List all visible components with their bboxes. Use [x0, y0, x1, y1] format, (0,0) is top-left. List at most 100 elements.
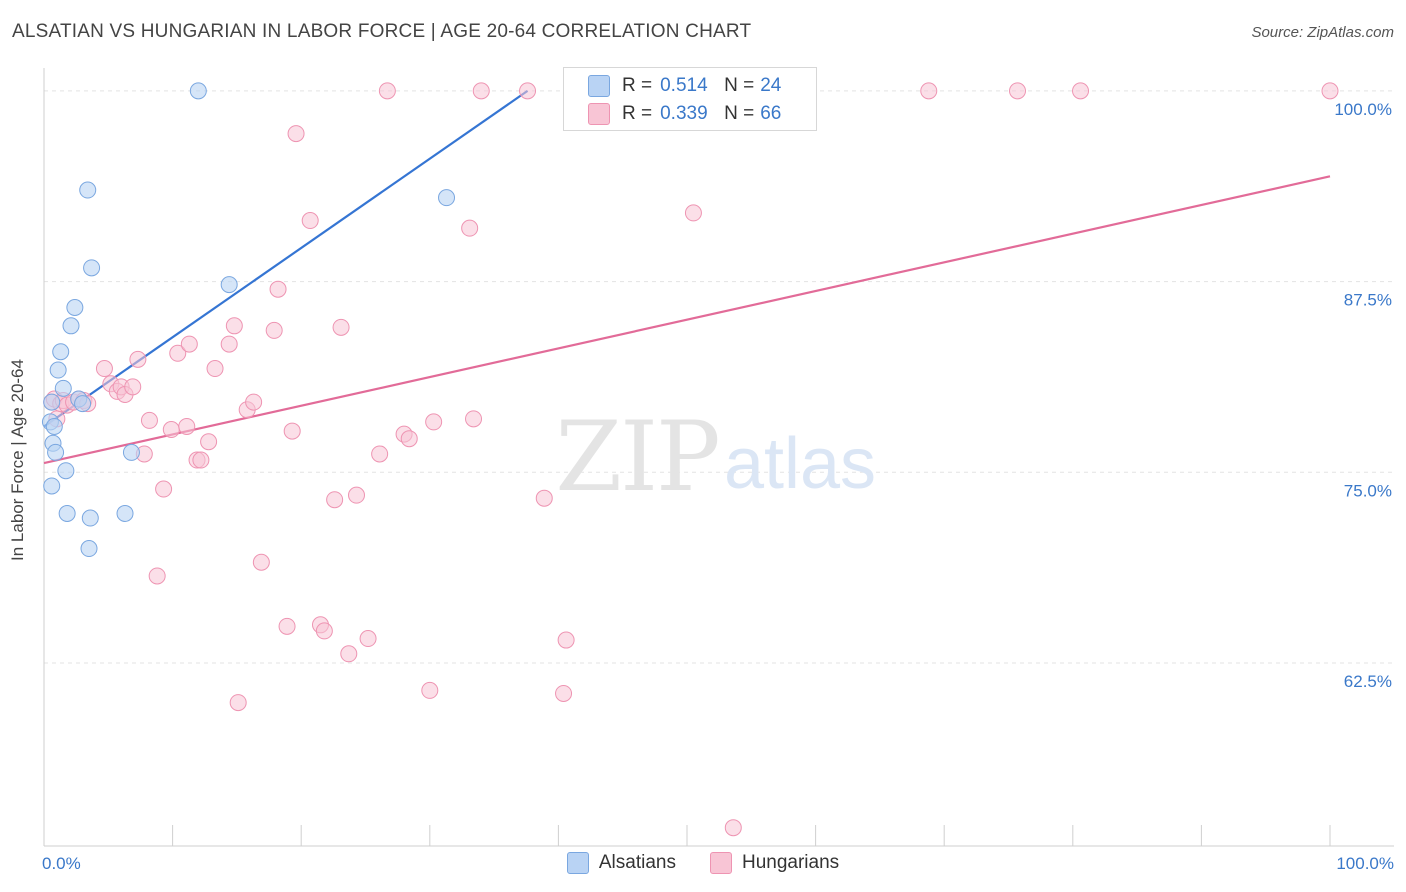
r-value: 0.339 — [660, 103, 708, 124]
hungarian-point — [1009, 82, 1027, 100]
tick-labels: 62.5% 75.0% 87.5% 100.0% 0.0% 100.0% — [42, 100, 1394, 873]
alsatian-point — [80, 540, 98, 558]
hungarian-point — [162, 421, 180, 439]
hungarian-point — [220, 335, 238, 353]
alsatian-point — [81, 509, 99, 527]
hungarian-point — [340, 645, 358, 663]
x-tick-label-min: 0.0% — [42, 854, 81, 873]
hungarian-point — [278, 617, 296, 635]
hungarian-point — [359, 630, 377, 648]
y-tick-label: 75.0% — [1344, 481, 1392, 500]
axes — [43, 68, 1394, 847]
hungarian-points — [43, 82, 1339, 837]
hungarian-point — [265, 321, 283, 339]
hungarian-point — [461, 219, 479, 237]
watermark: ZIP atlas — [555, 401, 876, 513]
hungarian-point — [347, 486, 365, 504]
hungarian-point — [519, 82, 537, 100]
r-label: R = — [622, 103, 653, 124]
trend-lines — [43, 89, 1331, 465]
alsatian-point — [62, 317, 80, 335]
alsatian-point — [66, 299, 84, 317]
alsatian-swatch — [588, 75, 610, 97]
hungarian-point — [472, 82, 490, 100]
chart-title: ALSATIAN VS HUNGARIAN IN LABOR FORCE | A… — [12, 21, 752, 42]
alsatian-point — [47, 443, 65, 461]
alsatian-point — [116, 504, 134, 522]
hungarian-trend-line — [43, 175, 1331, 465]
source-label: Source: ZipAtlas.com — [1251, 24, 1394, 41]
hungarian-point — [148, 567, 166, 585]
alsatian-point — [54, 379, 72, 397]
watermark-zip: ZIP — [555, 401, 718, 513]
alsatian-point — [438, 189, 456, 207]
hungarian-point — [200, 433, 218, 451]
hungarian-point — [425, 413, 443, 431]
n-value: 66 — [760, 103, 782, 124]
hungarian-point — [140, 411, 158, 429]
y-tick-label: 87.5% — [1344, 291, 1392, 310]
alsatian-point — [74, 395, 92, 413]
alsatian-point — [52, 343, 70, 361]
r-label: R = — [622, 75, 653, 96]
hungarian-point — [371, 445, 389, 463]
hungarian-point — [465, 410, 483, 428]
hungarian-point — [229, 694, 247, 712]
correlation-legend: R = 0.514 N = 24 R = 0.339 N = 66 — [563, 67, 817, 131]
hungarian-point — [920, 82, 938, 100]
hungarian-point — [192, 451, 210, 469]
hungarian-point — [1072, 82, 1090, 100]
legend-item-hungarians: Hungarians — [709, 852, 840, 874]
hungarian-point — [129, 350, 147, 368]
alsatian-trend-line — [43, 89, 529, 428]
legend-item-alsatians: Alsatians — [566, 852, 676, 874]
hungarian-point — [269, 280, 287, 298]
hungarian-point — [557, 631, 575, 649]
hungarian-legend-swatch — [709, 852, 732, 874]
hungarian-point — [178, 417, 196, 435]
alsatian-legend-swatch — [566, 852, 589, 874]
series-legend: Alsatians Hungarians — [0, 852, 1406, 874]
y-tick-label: 62.5% — [1344, 672, 1392, 691]
alsatian-point — [43, 477, 61, 495]
alsatian-point — [43, 393, 61, 411]
alsatian-point — [58, 504, 76, 522]
n-label: N = — [724, 103, 755, 124]
hungarian-point — [252, 553, 270, 571]
hungarian-point — [301, 212, 319, 230]
n-label: N = — [724, 75, 755, 96]
alsatian-point — [122, 443, 140, 461]
hungarian-point — [206, 360, 224, 378]
alsatian-point — [57, 462, 75, 480]
hungarian-point — [180, 335, 198, 353]
alsatian-point — [83, 259, 101, 277]
hungarian-point — [378, 82, 396, 100]
correlation-row-alsatians: R = 0.514 N = 24 — [564, 72, 781, 100]
alsatian-point — [189, 82, 207, 100]
hungarian-point — [283, 422, 301, 440]
hungarian-point — [225, 317, 243, 335]
alsatian-point — [220, 276, 238, 294]
r-value: 0.514 — [660, 75, 708, 96]
hungarian-point — [287, 125, 305, 143]
n-value: 24 — [760, 75, 782, 96]
hungarian-point — [155, 480, 173, 498]
x-tick-label-max: 100.0% — [1336, 854, 1394, 873]
hungarian-point — [332, 318, 350, 336]
hungarian-point — [421, 681, 439, 699]
hungarian-point — [1321, 82, 1339, 100]
hungarian-point — [724, 819, 742, 837]
hungarian-point — [400, 430, 418, 448]
alsatian-point — [79, 181, 97, 199]
y-tick-label: 100.0% — [1334, 100, 1392, 119]
hungarian-point — [245, 393, 263, 411]
legend-label-alsatians: Alsatians — [598, 852, 676, 873]
legend-label-hungarians: Hungarians — [741, 852, 840, 873]
hungarian-point — [124, 378, 142, 396]
hungarian-point — [326, 491, 344, 509]
correlation-row-hungarians: R = 0.339 N = 66 — [564, 100, 781, 128]
hungarian-point — [95, 360, 113, 378]
hungarian-point — [684, 204, 702, 222]
hungarian-point — [555, 684, 573, 702]
